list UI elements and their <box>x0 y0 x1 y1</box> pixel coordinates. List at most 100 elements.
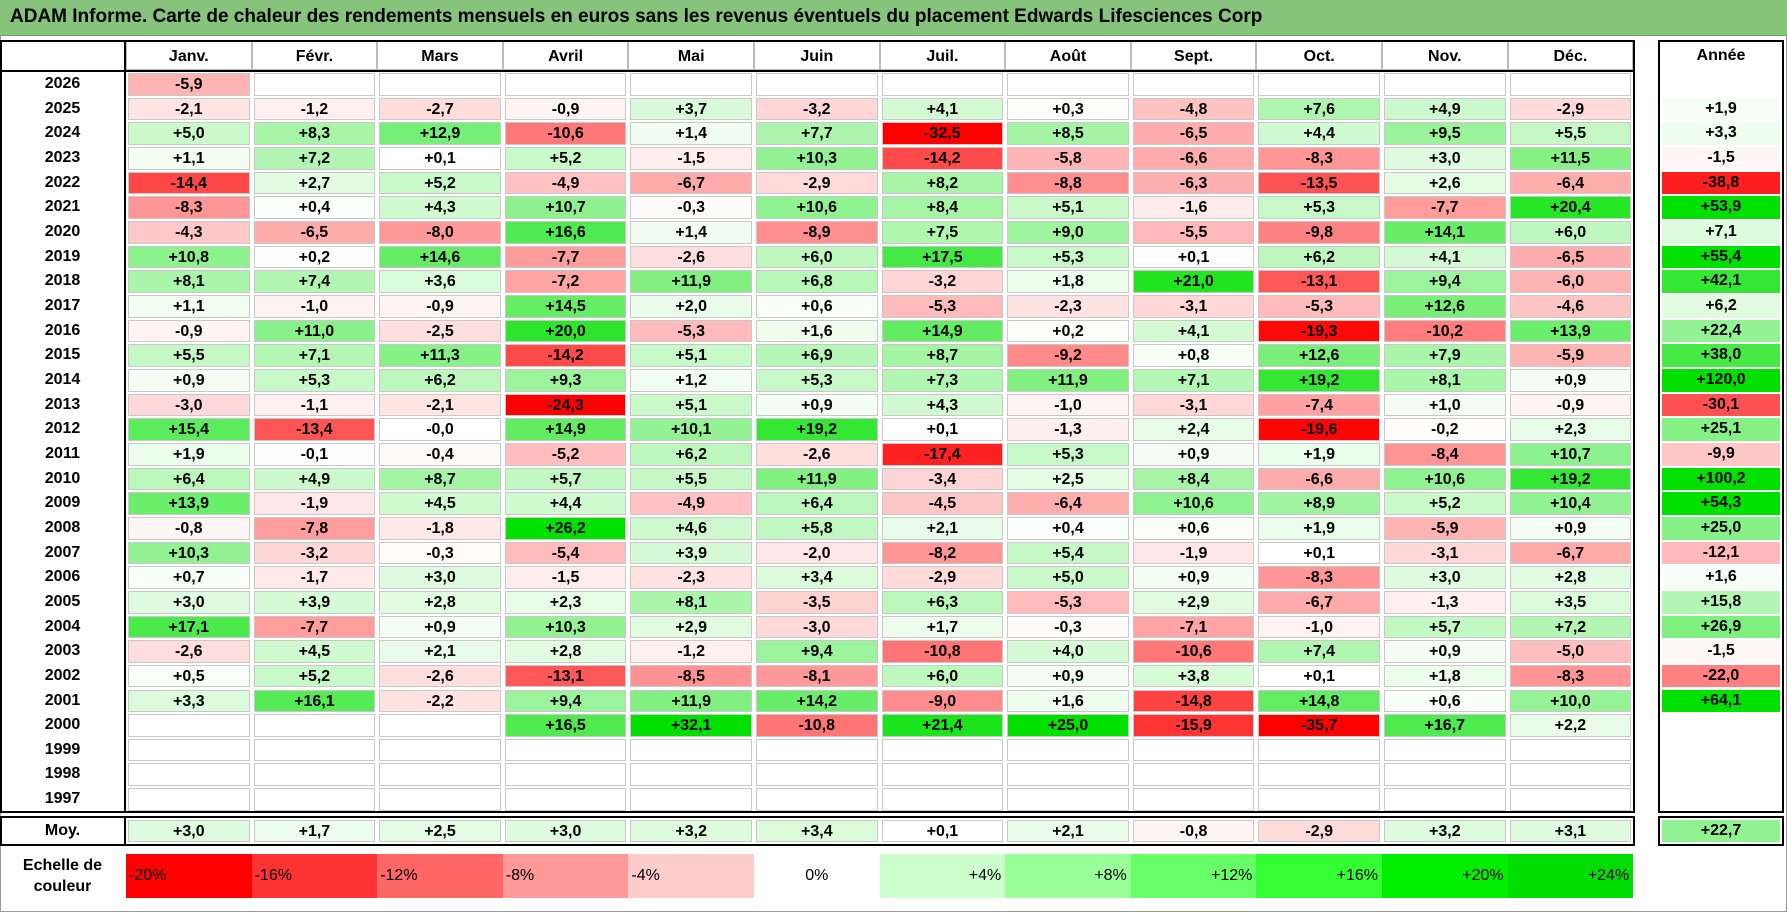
annual-cell: +26,9 <box>1662 615 1780 639</box>
heat-cell: -8,9 <box>756 220 878 244</box>
annual-cell <box>1662 714 1780 737</box>
average-cell: +3,2 <box>1384 819 1506 842</box>
heat-cell: -3,1 <box>1132 393 1255 417</box>
heat-cell: +0,1 <box>379 146 501 170</box>
heat-cell: +1,1 <box>128 294 250 318</box>
month-header: Déc. <box>1507 41 1634 70</box>
heat-cell: -19,6 <box>1258 418 1380 441</box>
heat-cell: +13,9 <box>128 492 250 515</box>
year-label: 2017 <box>44 296 81 314</box>
heat-cell: +4,5 <box>379 492 501 515</box>
heat-cell <box>1384 788 1506 811</box>
heat-cell: +8,1 <box>128 270 250 293</box>
heat-cell: +0,9 <box>1132 566 1255 589</box>
heat-cell: -6,7 <box>630 171 752 195</box>
heat-cell: -8,4 <box>1384 442 1506 466</box>
heat-cell <box>881 788 1004 811</box>
chart-title: ADAM Informe. Carte de chaleur des rende… <box>10 6 1263 27</box>
month-header: Oct. <box>1256 41 1382 70</box>
annual-cell: +64,1 <box>1662 689 1780 713</box>
heat-cell: +3,9 <box>253 590 376 614</box>
heat-cell: +1,9 <box>1258 516 1380 540</box>
heat-cell: +10,3 <box>756 146 878 170</box>
heat-cell: +2,3 <box>1509 418 1632 441</box>
month-header: Juil. <box>879 41 1006 70</box>
legend-step: +16% <box>1256 853 1382 898</box>
heat-cell: +0,3 <box>1007 97 1129 121</box>
year-label: 2010 <box>44 469 81 487</box>
heat-cell: +6,2 <box>379 368 501 392</box>
heat-cell <box>253 763 376 787</box>
month-header: Nov. <box>1382 41 1508 70</box>
heat-cell: +11,9 <box>756 467 878 491</box>
annual-cell <box>1662 788 1780 811</box>
title-bar: ADAM Informe. Carte de chaleur des rende… <box>0 0 1787 36</box>
heat-cell: -8,2 <box>881 541 1004 565</box>
month-header: Juin <box>754 41 880 70</box>
legend-step: -4% <box>628 853 754 898</box>
heat-cell: -4,9 <box>504 171 627 195</box>
heat-cell: -3,0 <box>756 615 878 639</box>
heat-cell: -3,2 <box>756 97 878 121</box>
legend-step: +4% <box>879 853 1006 898</box>
heat-cell: -1,7 <box>253 566 376 589</box>
annual-cell: -22,0 <box>1662 664 1780 688</box>
heat-cell: -6,6 <box>1132 146 1255 170</box>
heat-cell: -2,6 <box>379 664 501 688</box>
heat-cell: -0,4 <box>379 442 501 466</box>
heat-cell: +2,9 <box>630 615 752 639</box>
heat-cell: +4,3 <box>379 196 501 219</box>
heat-cell: -5,3 <box>1258 294 1380 318</box>
heat-cell: +5,1 <box>1007 196 1129 219</box>
heat-cell: +8,1 <box>630 590 752 614</box>
heat-cell: -3,0 <box>128 393 250 417</box>
annual-cell: +53,9 <box>1662 196 1780 219</box>
heat-cell: -6,5 <box>1509 245 1632 269</box>
heat-cell: +4,3 <box>881 393 1004 417</box>
annual-cell: +22,4 <box>1662 319 1780 343</box>
heat-cell: -4,9 <box>630 492 752 515</box>
heat-cell: -35,7 <box>1258 714 1380 737</box>
heat-cell: +2,3 <box>504 590 627 614</box>
year-label: 2022 <box>44 173 81 191</box>
heat-cell: +2,6 <box>1384 171 1506 195</box>
heat-cell <box>1384 73 1506 96</box>
heat-cell: -2,9 <box>756 171 878 195</box>
heat-cell: +0,9 <box>1384 640 1506 663</box>
average-cell: +1,7 <box>253 819 376 842</box>
average-cell: +3,1 <box>1509 819 1632 842</box>
heat-cell: +0,1 <box>881 418 1004 441</box>
heat-cell: -2,7 <box>379 97 501 121</box>
legend-step: -8% <box>502 853 629 898</box>
heat-cell: -13,1 <box>504 664 627 688</box>
heat-cell: +1,8 <box>1007 270 1129 293</box>
legend-step: +24% <box>1507 853 1634 898</box>
heat-cell: -14,2 <box>881 146 1004 170</box>
heat-cell: +9,4 <box>1384 270 1506 293</box>
heat-cell <box>756 73 878 96</box>
heat-cell: -1,0 <box>253 294 376 318</box>
heat-cell: +8,9 <box>1258 492 1380 515</box>
year-label: 2021 <box>44 198 81 216</box>
month-header: Sept. <box>1130 41 1257 70</box>
heat-cell: +3,9 <box>630 541 752 565</box>
heat-cell: -5,3 <box>881 294 1004 318</box>
heat-cell: +19,2 <box>756 418 878 441</box>
heat-cell: +8,7 <box>881 344 1004 367</box>
year-label: 2001 <box>44 691 81 709</box>
annual-cell: +15,8 <box>1662 590 1780 614</box>
heat-cell: +19,2 <box>1258 368 1380 392</box>
heat-cell: -0,1 <box>253 442 376 466</box>
annual-header: Année <box>1696 47 1746 64</box>
heat-cell: +11,5 <box>1509 146 1632 170</box>
heat-cell: -2,6 <box>128 640 250 663</box>
heat-cell: -4,5 <box>881 492 1004 515</box>
year-label: 2012 <box>44 420 81 438</box>
heat-cell: +3,7 <box>630 97 752 121</box>
heat-cell: +10,6 <box>756 196 878 219</box>
heat-cell: -1,9 <box>1132 541 1255 565</box>
heat-cell: -2,6 <box>630 245 752 269</box>
heat-cell: +6,0 <box>756 245 878 269</box>
heat-cell: -24,3 <box>504 393 627 417</box>
heat-cell: +7,4 <box>253 270 376 293</box>
